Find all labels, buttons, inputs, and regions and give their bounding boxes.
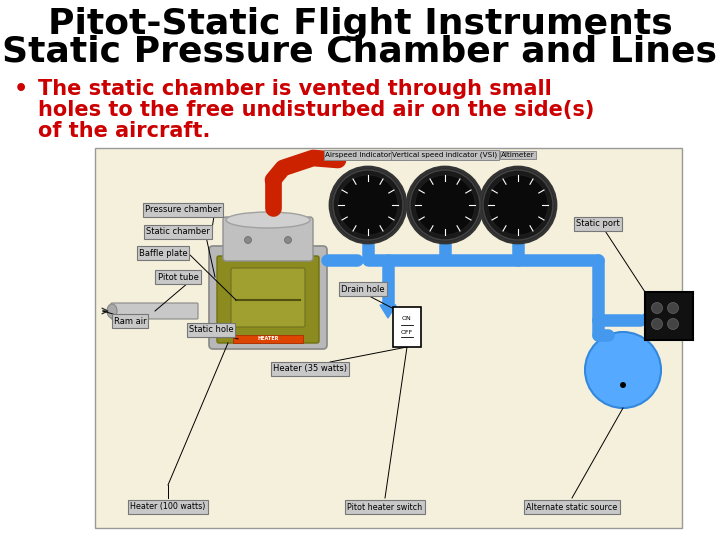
Text: Heater (35 watts): Heater (35 watts)	[273, 364, 347, 374]
Text: Static hole: Static hole	[189, 326, 233, 334]
FancyBboxPatch shape	[217, 256, 319, 343]
Text: Static Pressure Chamber and Lines: Static Pressure Chamber and Lines	[2, 35, 718, 69]
Text: •: •	[14, 79, 28, 99]
Circle shape	[652, 319, 662, 329]
FancyBboxPatch shape	[209, 246, 327, 349]
Text: Pitot tube: Pitot tube	[158, 273, 199, 281]
FancyBboxPatch shape	[231, 268, 305, 327]
Text: Baffle plate: Baffle plate	[139, 248, 187, 258]
Bar	[645, 292, 693, 340]
Text: Static chamber: Static chamber	[146, 227, 210, 237]
Text: Heater (100 watts): Heater (100 watts)	[130, 503, 206, 511]
Circle shape	[585, 332, 661, 408]
Text: The static chamber is vented through small: The static chamber is vented through sma…	[38, 79, 552, 99]
Text: HEATER: HEATER	[257, 336, 279, 341]
Circle shape	[667, 302, 678, 314]
Bar	[233, 335, 303, 343]
Text: Vertical speed indicator (VSI): Vertical speed indicator (VSI)	[392, 152, 498, 158]
Circle shape	[488, 175, 548, 235]
FancyBboxPatch shape	[223, 217, 313, 261]
FancyBboxPatch shape	[111, 303, 198, 319]
Circle shape	[338, 175, 398, 235]
Circle shape	[415, 175, 475, 235]
Circle shape	[284, 237, 292, 244]
Text: holes to the free undisturbed air on the side(s): holes to the free undisturbed air on the…	[38, 100, 595, 120]
Bar	[95, 148, 682, 528]
Text: Pressure chamber: Pressure chamber	[145, 206, 221, 214]
Text: Pitot-Static Flight Instruments: Pitot-Static Flight Instruments	[48, 7, 672, 41]
Circle shape	[333, 170, 403, 240]
Circle shape	[652, 302, 662, 314]
Circle shape	[330, 167, 406, 243]
Circle shape	[667, 319, 678, 329]
Text: Drain hole: Drain hole	[341, 285, 384, 294]
Text: Airspeed Indicator (ASI): Airspeed Indicator (ASI)	[325, 152, 411, 158]
Circle shape	[407, 167, 483, 243]
Polygon shape	[380, 305, 396, 318]
Circle shape	[620, 382, 626, 388]
Text: Altimeter: Altimeter	[501, 152, 535, 158]
Text: ON: ON	[402, 316, 412, 321]
Text: OFF: OFF	[401, 330, 413, 335]
Circle shape	[483, 170, 553, 240]
Text: Alternate static source: Alternate static source	[526, 503, 618, 511]
Circle shape	[410, 170, 480, 240]
Text: Static port: Static port	[576, 219, 620, 228]
Ellipse shape	[107, 304, 117, 318]
Circle shape	[480, 167, 556, 243]
Ellipse shape	[226, 212, 310, 228]
Circle shape	[245, 237, 251, 244]
Text: of the aircraft.: of the aircraft.	[38, 121, 210, 141]
Text: Pitot heater switch: Pitot heater switch	[348, 503, 423, 511]
Bar	[393, 307, 421, 347]
Text: Ram air: Ram air	[114, 316, 146, 326]
